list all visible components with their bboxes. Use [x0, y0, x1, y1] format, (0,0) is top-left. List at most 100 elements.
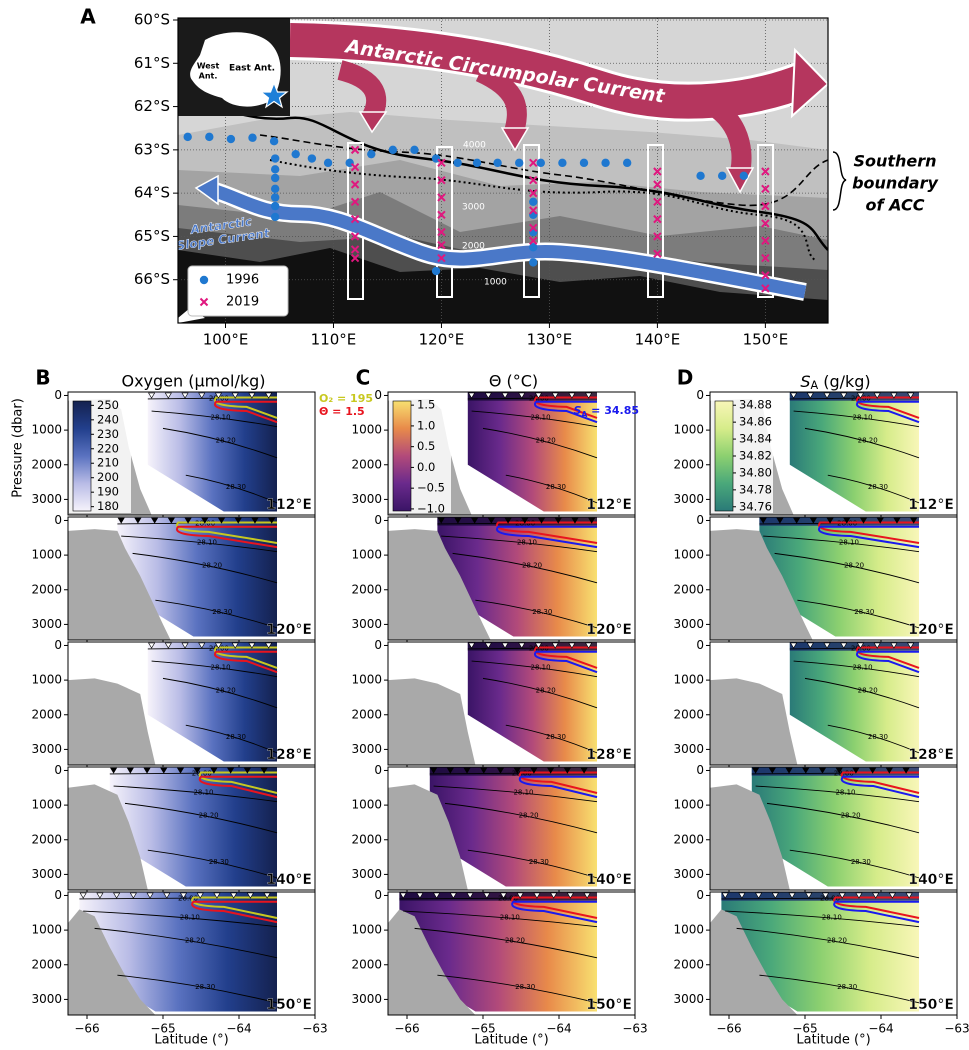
isopycnal-label: 28.30	[515, 983, 535, 991]
x-axis-label: Latitude (°)	[796, 1033, 870, 1048]
station-1996	[579, 158, 589, 168]
isopycnal-label: 28.10	[822, 914, 842, 922]
station-2019	[653, 180, 662, 189]
y-tick-label: 2000	[31, 707, 62, 721]
colorbar-tick-label: 1.5	[417, 398, 435, 412]
isopycnal-label: 28.30	[868, 483, 888, 491]
isopycnal	[185, 474, 278, 504]
station-2019	[350, 180, 360, 189]
isopycnal	[755, 785, 920, 803]
inset-label: East Ant.	[229, 64, 275, 74]
depth-contour-label: 3000	[462, 203, 485, 213]
y-tick-label: 0	[54, 638, 62, 652]
y-tick-label: 1000	[351, 548, 382, 562]
x-tick-label: 120°E	[419, 331, 465, 349]
water-mass-contour	[534, 650, 598, 674]
station-marker	[433, 892, 441, 899]
station-marker	[790, 642, 798, 649]
station-marker	[181, 392, 189, 399]
station-marker	[198, 392, 206, 399]
water-mass-contour	[818, 525, 920, 549]
station-2019	[529, 236, 538, 245]
station-marker	[802, 767, 810, 774]
isopycnal-label: 28.30	[546, 733, 566, 741]
station-marker	[471, 517, 479, 524]
station-1996	[493, 158, 502, 168]
water-mass-contour	[818, 521, 920, 544]
isopycnal-label: 28.10	[500, 914, 520, 922]
station-marker	[214, 392, 223, 399]
station-marker	[872, 892, 880, 899]
isopycnal-label: 28.20	[858, 437, 878, 445]
station-marker	[534, 392, 543, 399]
panel-label: C	[356, 366, 371, 390]
water-mass-contour	[511, 896, 598, 919]
longitude-label: 128°E	[908, 747, 954, 763]
water-mass-contour	[856, 396, 920, 419]
section-box	[436, 146, 453, 298]
inset-label: West	[197, 62, 220, 71]
y-tick-label: 3000	[673, 492, 704, 506]
station-marker	[809, 517, 817, 524]
surface-layer	[467, 642, 597, 651]
station-marker	[856, 392, 865, 399]
station-marker	[821, 892, 830, 899]
y-tick-label: 0	[374, 763, 382, 777]
station-marker	[550, 892, 558, 899]
isopycnal-label: 28.10	[835, 789, 855, 797]
map-body: Antarctic Circumpolar CurrentAntarcticSl…	[178, 18, 828, 323]
isopycnal	[437, 974, 598, 1004]
x-tick-label: −65	[150, 1022, 175, 1036]
y-tick-label: 2000	[673, 582, 704, 596]
station-marker	[893, 517, 901, 524]
y-tick-label: 0	[54, 388, 62, 402]
y-tick-label: 0	[54, 513, 62, 527]
boundary-label: boundary	[852, 174, 938, 193]
front-line	[269, 159, 816, 261]
station-2019	[529, 206, 538, 215]
station-1996	[183, 132, 192, 142]
isopycnal-label: 28.10	[517, 539, 537, 547]
section-box	[757, 144, 774, 298]
station-2019	[761, 184, 770, 194]
station-marker	[516, 892, 524, 899]
station-marker	[449, 892, 457, 899]
acc-branch-head	[358, 111, 388, 134]
station-marker	[790, 392, 798, 399]
station-marker	[855, 892, 863, 899]
station-1996	[367, 149, 376, 159]
station-2019	[350, 253, 360, 263]
y-tick-label: 65°S	[134, 227, 170, 245]
station-marker	[483, 892, 491, 899]
station-marker	[907, 642, 915, 649]
station-marker	[551, 392, 559, 399]
isopycnal	[725, 910, 920, 928]
station-2019	[761, 271, 770, 280]
station-marker	[873, 642, 881, 649]
isopycnal	[151, 410, 278, 428]
station-marker	[113, 892, 121, 899]
x-tick-label: −63	[622, 1022, 647, 1036]
station-2019	[653, 167, 662, 176]
contour-label-text: = 34.85	[587, 404, 639, 417]
y-tick-label: 1000	[31, 923, 62, 937]
map-frame	[177, 17, 829, 324]
star	[259, 81, 289, 109]
water-mass-contour	[176, 525, 278, 549]
station-marker	[530, 767, 538, 774]
colorbar-tick-label: 190	[97, 485, 119, 499]
x-tick-label: 110°E	[311, 331, 357, 349]
station-marker	[487, 517, 495, 524]
water-mass-contour	[833, 900, 920, 924]
station-marker	[838, 892, 846, 899]
station-marker	[533, 892, 541, 899]
station-marker	[499, 892, 508, 899]
panel-frame	[387, 641, 636, 766]
station-1996	[270, 165, 280, 174]
panel-frame	[67, 891, 316, 1016]
longitude-label: 112°E	[586, 497, 632, 513]
depth-contour-label: 1000	[484, 278, 507, 288]
bathymetry	[68, 529, 171, 640]
station-1996	[558, 158, 567, 168]
station-marker	[907, 392, 915, 399]
